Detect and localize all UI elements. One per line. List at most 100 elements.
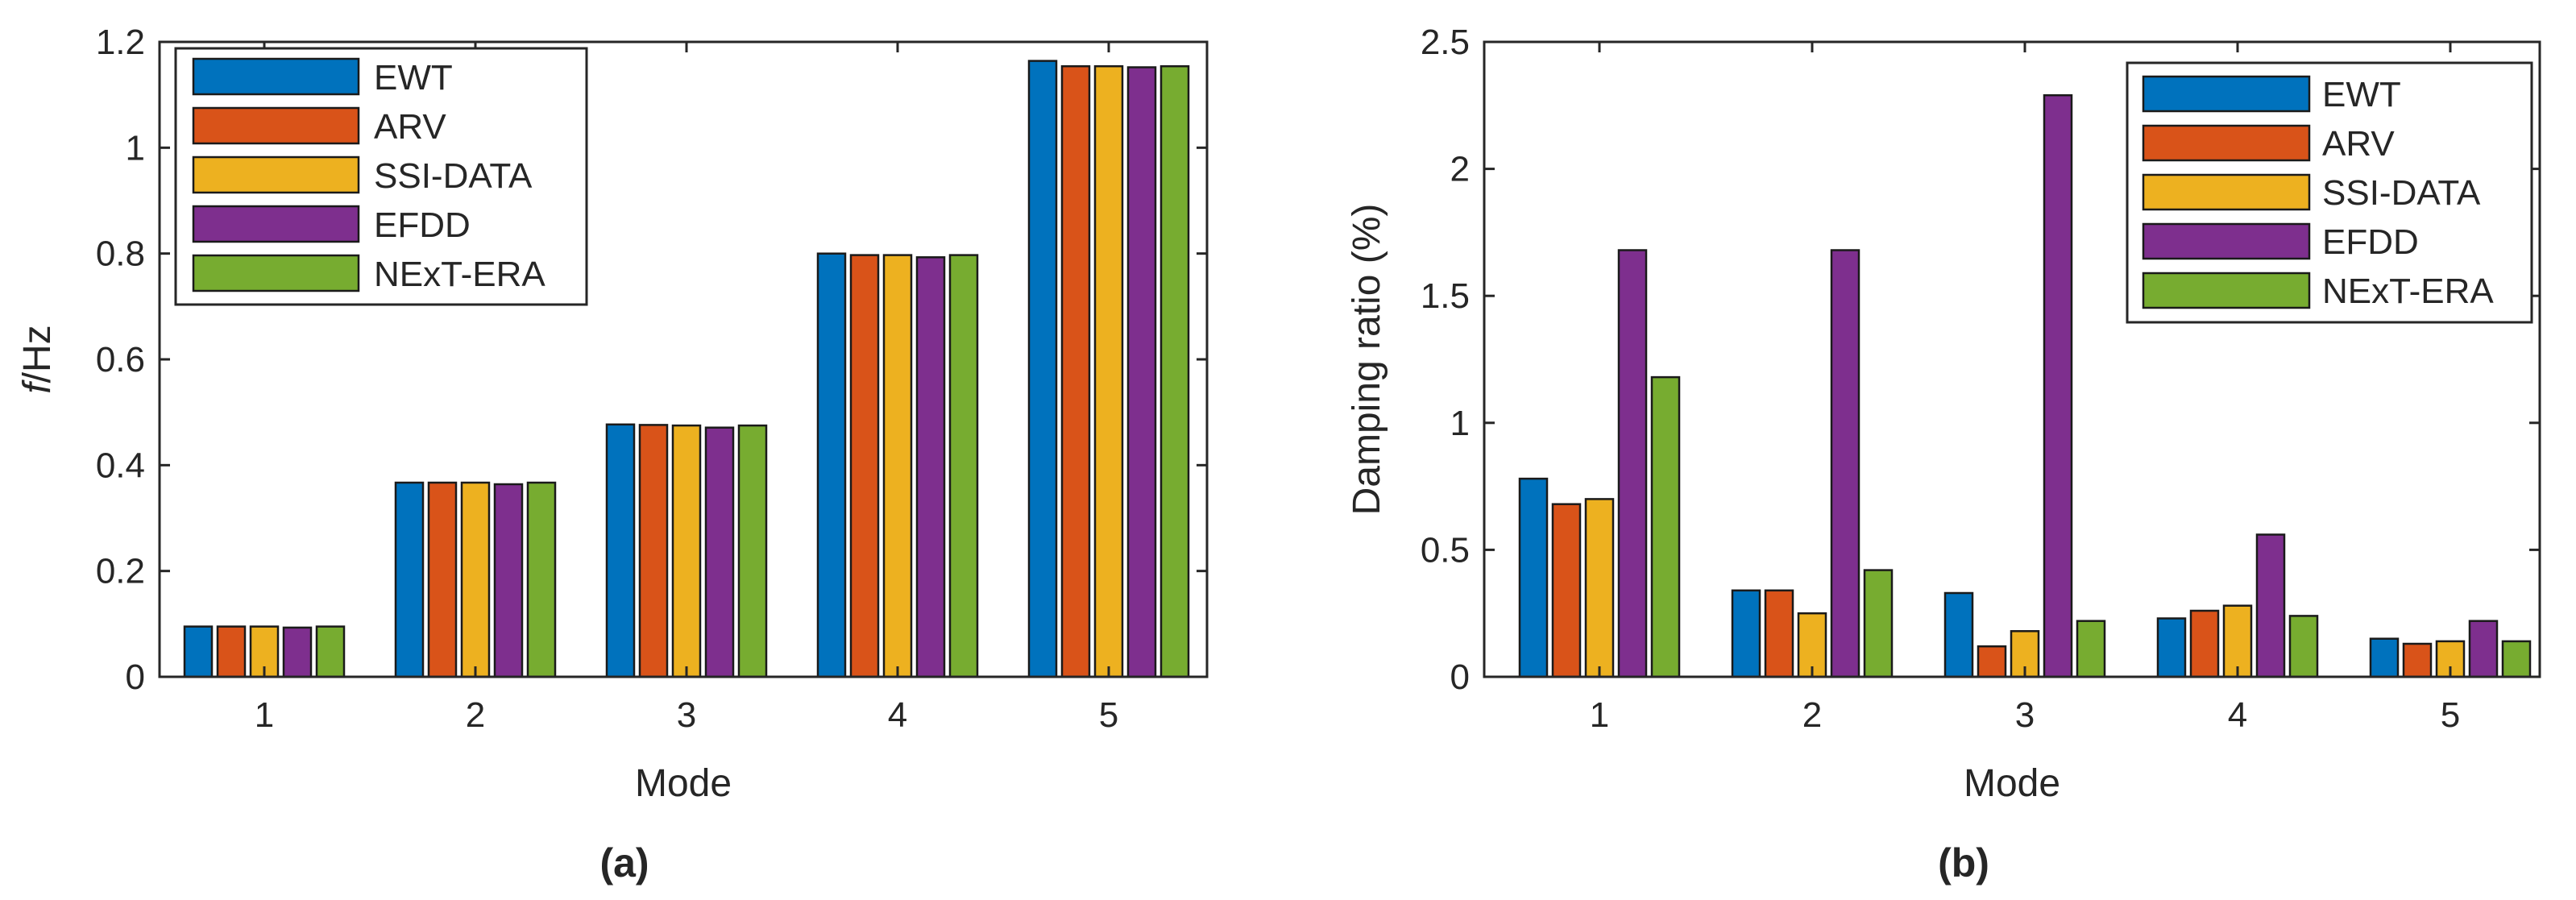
bar-ewt-mode-4-a bbox=[816, 252, 847, 678]
y-tick-label-0-8-a: 0.8 bbox=[96, 234, 145, 274]
bar-next-era-mode-2-b bbox=[1863, 569, 1894, 678]
y-ticks-a: 0 0.2 0.4 0.6 0.8 1 1.2 bbox=[96, 23, 1207, 697]
y-tick-label-1-b: 1 bbox=[1450, 404, 1470, 443]
legend-swatch-arv-b bbox=[2142, 124, 2311, 162]
y-tick-label-0-a: 0 bbox=[126, 657, 145, 697]
y-axis-label-b: Damping ratio (%) bbox=[1346, 204, 1388, 516]
x-tick-label-2-a: 2 bbox=[466, 695, 485, 735]
bar-next-era-mode-4-a bbox=[948, 254, 979, 678]
legend-label-arv-b: ARV bbox=[2322, 124, 2395, 164]
legend-label-ewt-b: EWT bbox=[2322, 75, 2401, 114]
x-tick-label-2-b: 2 bbox=[1802, 695, 1822, 735]
bar-efdd-mode-3-a bbox=[704, 426, 735, 678]
bar-efdd-mode-5-b bbox=[2468, 620, 2499, 678]
y-tick-label-0-4-a: 0.4 bbox=[96, 446, 145, 485]
x-tick-label-5-a: 5 bbox=[1099, 695, 1118, 735]
bar-efdd-mode-4-a bbox=[915, 256, 946, 678]
legend-label-efdd-b: EFDD bbox=[2322, 222, 2419, 262]
x-axis-label-a: Mode bbox=[635, 762, 732, 805]
bar-arv-mode-1-a bbox=[216, 625, 247, 678]
y-tick-label-2-b: 2 bbox=[1450, 150, 1470, 189]
bar-ewt-mode-2-a bbox=[394, 481, 425, 678]
y-tick-label-0-b: 0 bbox=[1450, 657, 1470, 697]
y-ticks-b: 0 0.5 1 1.5 2 2.5 bbox=[1421, 23, 2540, 697]
bars-a bbox=[183, 60, 1190, 678]
bar-ssi-data-mode-2-a bbox=[460, 481, 491, 678]
chart-a: 0 0.2 0.4 0.6 0.8 1 1.2 1 2 3 4 5 f/Hz Mode (a) EW… bbox=[16, 23, 1209, 885]
legend-label-next-era-b: NExT-ERA bbox=[2322, 272, 2494, 311]
y-tick-label-0-2-a: 0.2 bbox=[96, 552, 145, 591]
y-tick-label-1-a: 1 bbox=[126, 128, 145, 168]
bar-ewt-mode-3-b bbox=[1943, 591, 1974, 678]
bar-next-era-mode-3-b bbox=[2076, 620, 2106, 678]
x-tick-label-5-b: 5 bbox=[2441, 695, 2460, 735]
bar-next-era-mode-1-a bbox=[315, 625, 346, 678]
chart-b: 0 0.5 1 1.5 2 2.5 1 2 3 4 5 Damping ratio (%) Mod… bbox=[1346, 23, 2541, 885]
bar-ssi-data-mode-1-b bbox=[1584, 498, 1615, 678]
legend-swatch-ewt-b bbox=[2142, 75, 2311, 113]
bar-efdd-mode-2-a bbox=[493, 483, 524, 678]
legend-swatch-next-era-a bbox=[192, 254, 360, 292]
bar-ewt-mode-5-a bbox=[1027, 60, 1058, 678]
y-tick-label-0-5-b: 0.5 bbox=[1421, 530, 1470, 570]
y-axis-label-a: f/Hz bbox=[16, 325, 59, 393]
x-tick-label-3-a: 3 bbox=[677, 695, 696, 735]
bar-arv-mode-5-b bbox=[2402, 642, 2433, 678]
legend-swatch-efdd-b bbox=[2142, 222, 2311, 260]
x-ticks-b: 1 2 3 4 5 bbox=[1590, 42, 2460, 735]
x-ticks-a: 1 2 3 4 5 bbox=[255, 42, 1118, 735]
bar-next-era-mode-2-a bbox=[526, 481, 557, 678]
bar-efdd-mode-3-b bbox=[2043, 93, 2073, 678]
bar-efdd-mode-1-a bbox=[282, 626, 313, 678]
legend-label-ewt-a: EWT bbox=[374, 58, 453, 97]
bar-ssi-data-mode-3-b bbox=[2010, 630, 2040, 678]
bar-ewt-mode-3-a bbox=[605, 423, 636, 678]
bar-arv-mode-2-b bbox=[1764, 589, 1794, 678]
bar-ewt-mode-1-a bbox=[183, 625, 214, 678]
bar-efdd-mode-4-b bbox=[2255, 533, 2286, 678]
x-tick-label-3-b: 3 bbox=[2015, 695, 2035, 735]
y-tick-label-2-5-b: 2.5 bbox=[1421, 23, 1470, 62]
x-axis-label-b: Mode bbox=[1964, 762, 2060, 805]
bar-arv-mode-3-a bbox=[638, 424, 669, 678]
y-tick-label-1-5-b: 1.5 bbox=[1421, 276, 1470, 316]
bar-arv-mode-2-a bbox=[427, 481, 458, 678]
bar-arv-mode-1-b bbox=[1551, 503, 1582, 678]
bar-ssi-data-mode-4-a bbox=[882, 254, 913, 678]
x-tick-label-4-b: 4 bbox=[2228, 695, 2247, 735]
legend-a: EWT ARV SSI-DATA EFDD NExT-ERA bbox=[174, 47, 588, 306]
x-tick-label-1-b: 1 bbox=[1590, 695, 1609, 735]
legend-label-ssi-data-b: SSI-DATA bbox=[2322, 173, 2481, 213]
bar-next-era-mode-1-b bbox=[1650, 375, 1681, 678]
caption-a: (a) bbox=[599, 840, 649, 885]
legend-b: EWT ARV SSI-DATA EFDD NExT-ERA bbox=[2126, 61, 2533, 324]
bar-efdd-mode-1-b bbox=[1617, 249, 1648, 678]
bar-next-era-mode-5-b bbox=[2501, 640, 2532, 678]
legend-label-efdd-a: EFDD bbox=[374, 205, 471, 245]
legend-swatch-next-era-b bbox=[2142, 272, 2311, 309]
axes-frame-b bbox=[1483, 40, 2541, 678]
bar-ewt-mode-4-b bbox=[2156, 617, 2187, 678]
legend-swatch-arv-a bbox=[192, 106, 360, 145]
bars-b bbox=[1518, 93, 2532, 678]
caption-b: (b) bbox=[1938, 840, 1989, 885]
bar-ssi-data-mode-5-a bbox=[1093, 64, 1124, 678]
legend-label-next-era-a: NExT-ERA bbox=[374, 255, 545, 294]
y-tick-label-1-2-a: 1.2 bbox=[96, 23, 145, 62]
legend-swatch-ssi-data-b bbox=[2142, 173, 2311, 211]
y-tick-label-0-6-a: 0.6 bbox=[96, 340, 145, 379]
legend-label-arv-a: ARV bbox=[374, 107, 446, 147]
legend-swatch-ssi-data-a bbox=[192, 156, 360, 194]
legend-label-ssi-data-a: SSI-DATA bbox=[374, 156, 533, 196]
bar-next-era-mode-3-a bbox=[737, 424, 768, 678]
bar-next-era-mode-4-b bbox=[2288, 615, 2319, 678]
x-tick-label-4-a: 4 bbox=[888, 695, 907, 735]
x-tick-label-1-a: 1 bbox=[255, 695, 274, 735]
bar-efdd-mode-2-b bbox=[1830, 249, 1860, 678]
bar-ewt-mode-2-b bbox=[1731, 589, 1761, 678]
legend-swatch-ewt-a bbox=[192, 57, 360, 96]
bar-arv-mode-4-b bbox=[2189, 609, 2220, 678]
bar-ewt-mode-1-b bbox=[1518, 477, 1549, 678]
bar-arv-mode-5-a bbox=[1060, 64, 1091, 678]
